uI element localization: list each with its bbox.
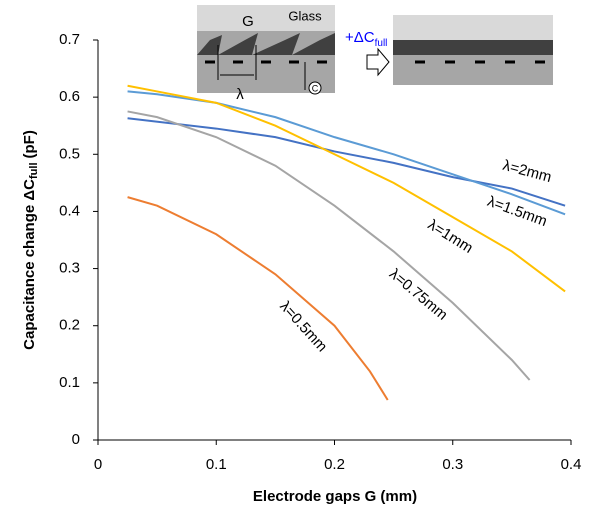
sawtooth — [197, 33, 335, 55]
line — [127, 90, 566, 216]
y-title-main: Capacitance change ΔC — [21, 179, 38, 350]
glass-label: Glass — [288, 8, 322, 23]
y-tick-label: 0.6 — [59, 88, 80, 105]
y-tick-label: 0.5 — [59, 145, 80, 162]
y-title-unit: (pF) — [21, 130, 38, 158]
y-tick-label: 0.1 — [59, 374, 80, 391]
glass-layer — [197, 5, 335, 31]
line — [127, 84, 566, 293]
delta-main: +ΔC — [345, 29, 375, 46]
y-tick-label: 0.3 — [59, 260, 80, 277]
circle — [308, 81, 322, 95]
arrow — [366, 47, 390, 77]
gap-label: G — [242, 13, 254, 30]
x-tick-label: 0.1 — [206, 456, 227, 473]
after-layer — [393, 40, 553, 55]
line — [127, 110, 531, 381]
after-substrate — [393, 55, 553, 85]
x-tick-label: 0.4 — [561, 456, 582, 473]
x-axis-title: Electrode gaps G (mm) — [253, 488, 417, 505]
x-tick-label: 0.2 — [324, 456, 345, 473]
lambda-label: λ — [236, 86, 244, 103]
delta-sub: full — [375, 38, 388, 49]
inset: C G Glass λ +ΔCfull — [197, 5, 553, 103]
y-tick-label: 0 — [72, 431, 80, 448]
y-title-sub: full — [28, 162, 40, 179]
x-tick-label: 0.3 — [442, 456, 463, 473]
y-tick-label: 0.2 — [59, 317, 80, 334]
circle-label: C — [312, 83, 319, 93]
x-tick-label: 0 — [94, 456, 102, 473]
line — [127, 117, 566, 207]
y-tick-label: 0.4 — [59, 202, 80, 219]
series-label: λ=2mm — [501, 157, 553, 186]
delta-label: +ΔCfull — [345, 29, 387, 49]
y-axis-title: Capacitance change ΔCfull (pF) — [21, 130, 40, 350]
y-tick-label: 0.7 — [59, 31, 80, 48]
line — [127, 196, 389, 401]
series-label: λ=1mm — [425, 216, 476, 257]
series-label: λ=0.5mm — [276, 298, 330, 356]
